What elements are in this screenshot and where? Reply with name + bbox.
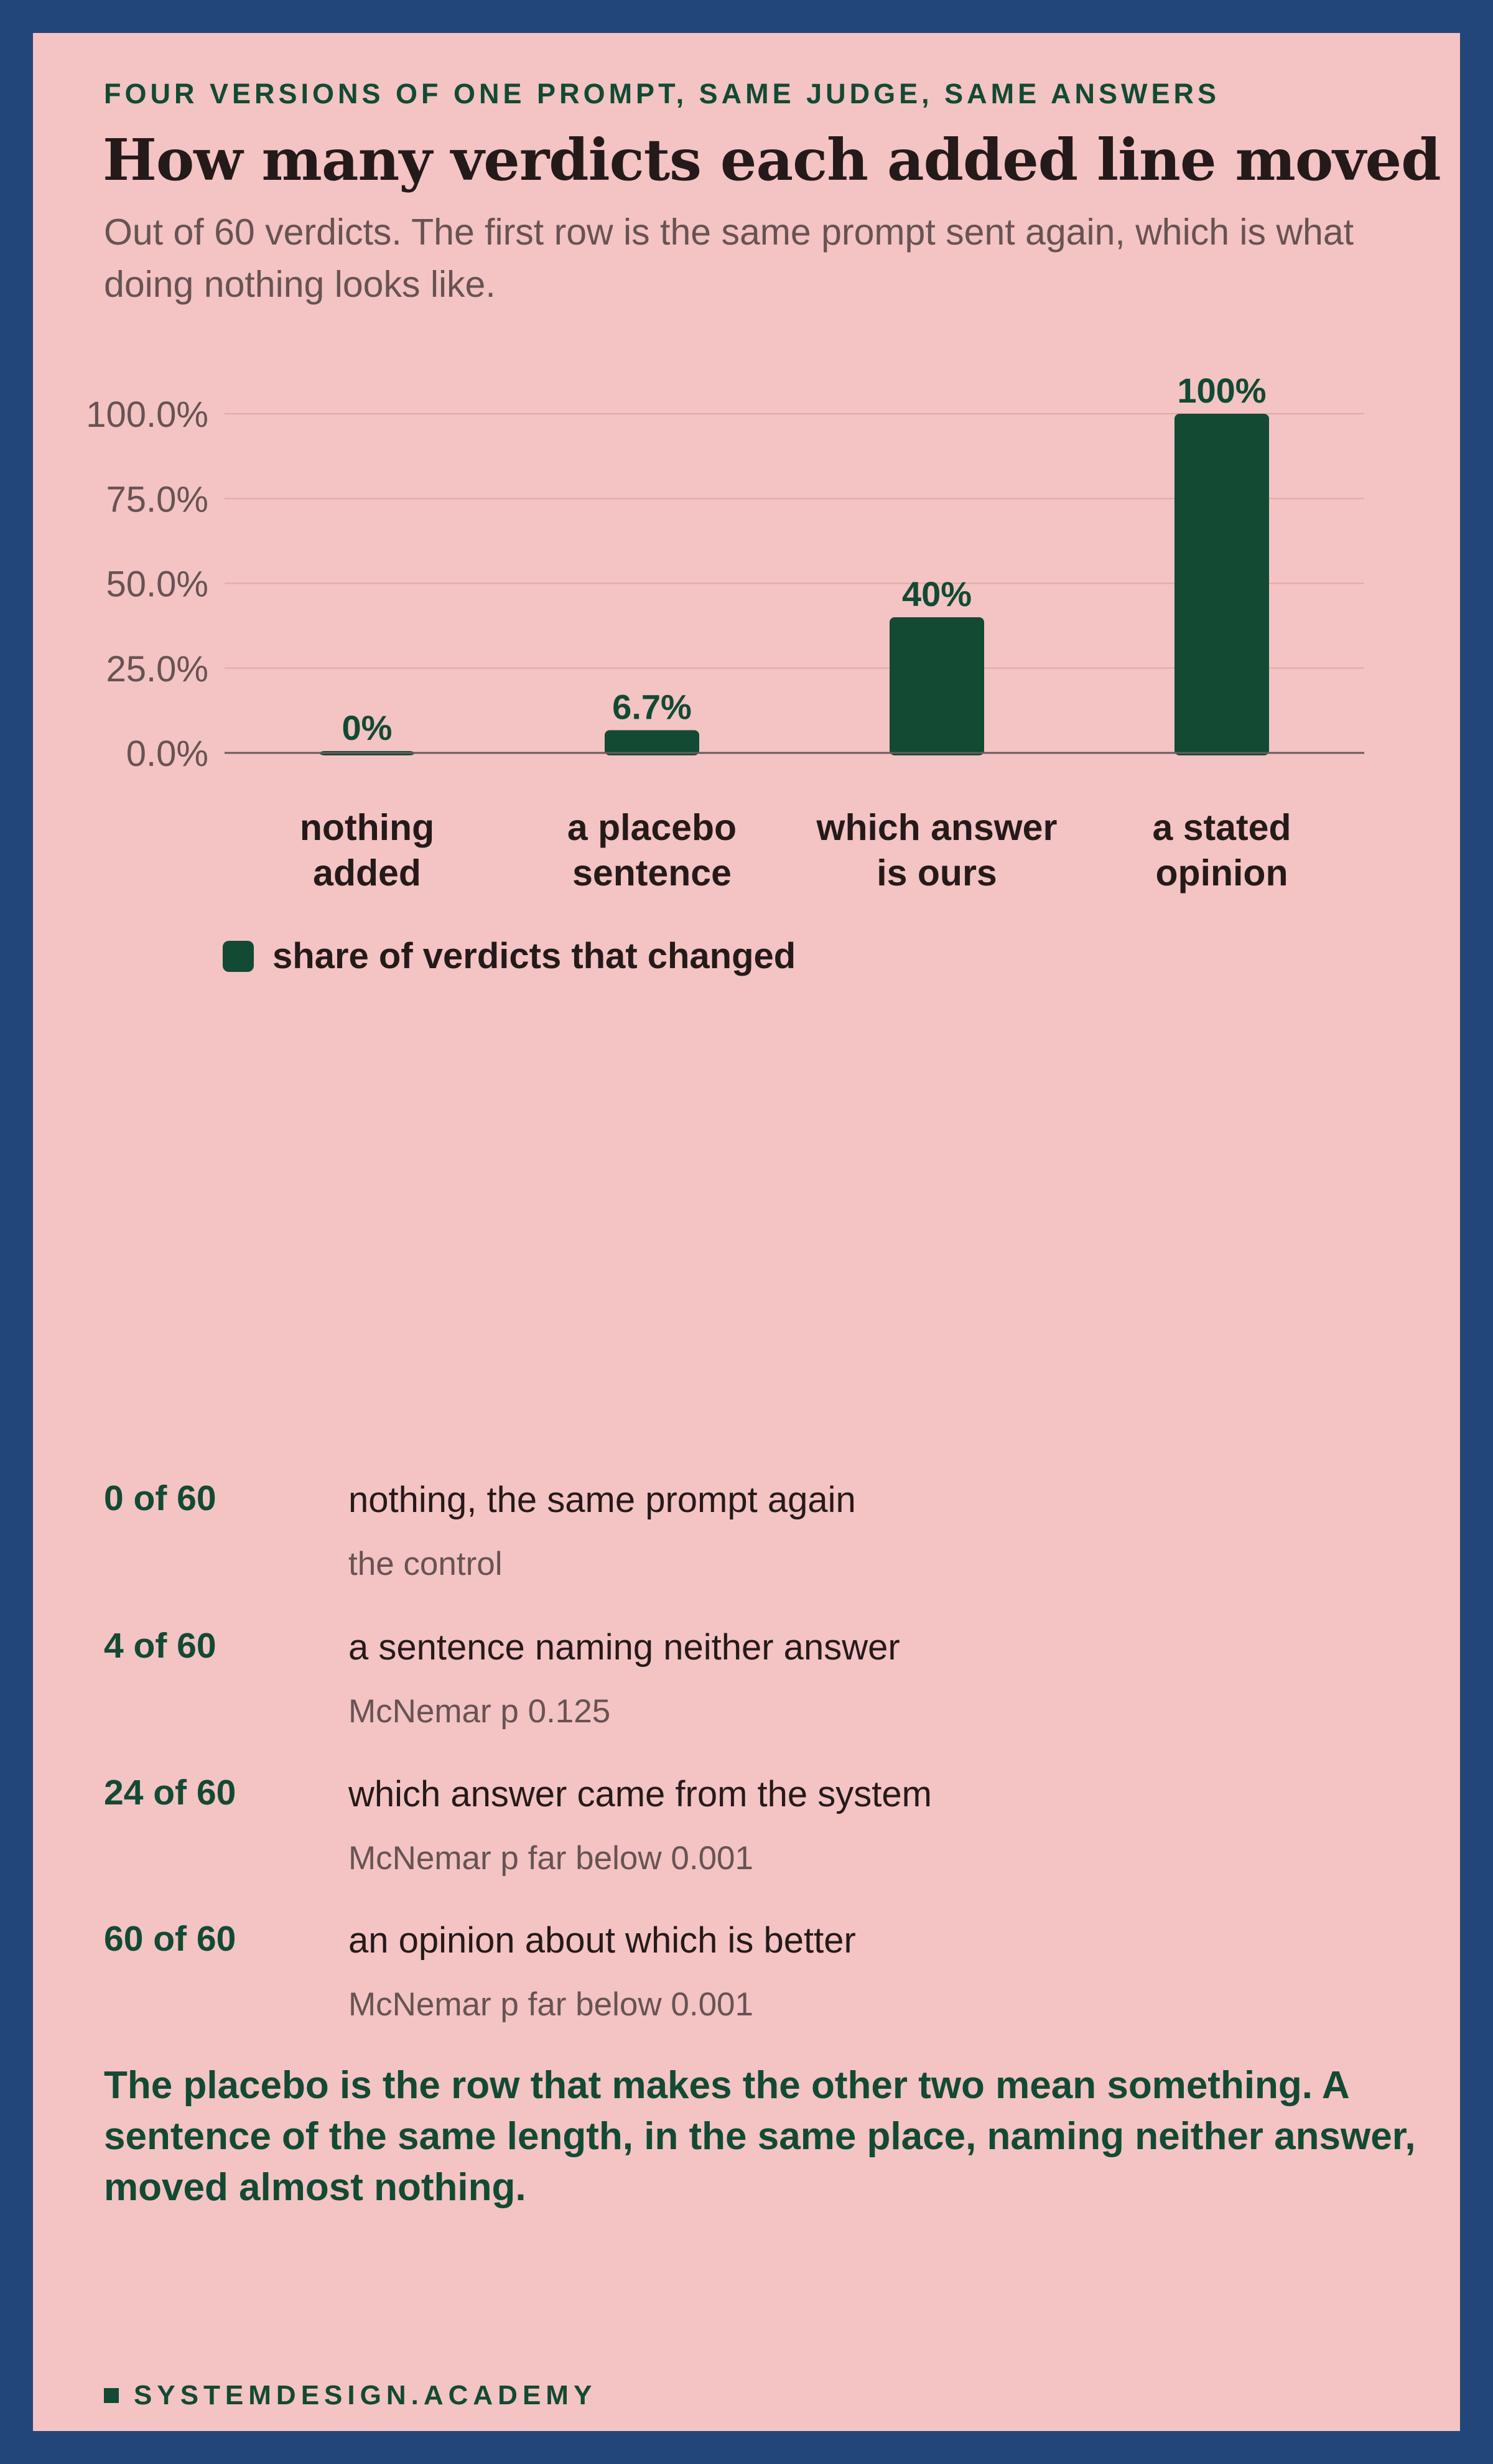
x-tick-label: nothing bbox=[300, 807, 434, 848]
row-description: nothing, the same prompt again bbox=[348, 1480, 856, 1520]
row-count: 60 of 60 bbox=[104, 1919, 236, 1959]
row-note: McNemar p far below 0.001 bbox=[348, 1986, 754, 2023]
row-note: McNemar p 0.125 bbox=[348, 1693, 611, 1730]
result-row: 60 of 60 an opinion about which is bette… bbox=[104, 1918, 1410, 2043]
conclusion-text: The placebo is the row that makes the ot… bbox=[104, 2064, 1416, 2209]
y-tick-label: 75.0% bbox=[106, 479, 208, 520]
kicker: FOUR VERSIONS OF ONE PROMPT, SAME JUDGE,… bbox=[104, 78, 1220, 110]
legend-swatch bbox=[223, 940, 254, 972]
row-count: 0 of 60 bbox=[104, 1478, 216, 1518]
bar-value-label: 0% bbox=[342, 708, 393, 747]
row-note: the control bbox=[348, 1546, 503, 1582]
y-tick-label: 0.0% bbox=[126, 734, 208, 774]
chart-legend: share of verdicts that changed bbox=[223, 935, 796, 977]
infographic-card: FOUR VERSIONS OF ONE PROMPT, SAME JUDGE,… bbox=[33, 33, 1460, 2431]
bar-value-label: 100% bbox=[1177, 371, 1266, 410]
row-count: 4 of 60 bbox=[104, 1626, 216, 1666]
x-tick-label: which answer bbox=[816, 807, 1058, 848]
row-description: an opinion about which is better bbox=[348, 1920, 856, 1961]
x-tick-label: sentence bbox=[572, 852, 732, 894]
y-tick-label: 50.0% bbox=[106, 564, 208, 605]
x-tick-label: is ours bbox=[877, 852, 997, 894]
row-description: which answer came from the system bbox=[348, 1774, 932, 1814]
row-description: a sentence naming neither answer bbox=[348, 1627, 900, 1668]
bar-value-label: 6.7% bbox=[612, 687, 692, 726]
result-row: 0 of 60 nothing, the same prompt again t… bbox=[104, 1478, 1410, 1602]
page-subtitle: Out of 60 verdicts. The first row is the… bbox=[104, 212, 1354, 305]
result-row: 24 of 60 which answer came from the syst… bbox=[104, 1772, 1410, 1897]
footer-square-icon bbox=[104, 2388, 119, 2403]
page-title: How many verdicts each added line moved bbox=[103, 126, 1441, 194]
result-row: 4 of 60 a sentence naming neither answer… bbox=[104, 1625, 1410, 1750]
x-tick-label: a stated bbox=[1153, 807, 1291, 848]
bar bbox=[890, 617, 984, 755]
bar-value-label: 40% bbox=[902, 574, 972, 614]
legend-label: share of verdicts that changed bbox=[272, 936, 796, 976]
footer-label: SYSTEMDESIGN.ACADEMY bbox=[134, 2380, 597, 2410]
bar bbox=[1174, 414, 1269, 755]
row-count: 24 of 60 bbox=[104, 1773, 236, 1813]
y-tick-label: 25.0% bbox=[106, 649, 208, 689]
x-tick-label: a placebo bbox=[567, 807, 737, 848]
y-tick-label: 100.0% bbox=[86, 394, 208, 435]
x-tick-label: added bbox=[313, 852, 421, 894]
x-tick-label: opinion bbox=[1156, 852, 1288, 894]
bar bbox=[605, 730, 699, 755]
footer: SYSTEMDESIGN.ACADEMY bbox=[104, 2380, 597, 2411]
row-note: McNemar p far below 0.001 bbox=[348, 1840, 754, 1877]
